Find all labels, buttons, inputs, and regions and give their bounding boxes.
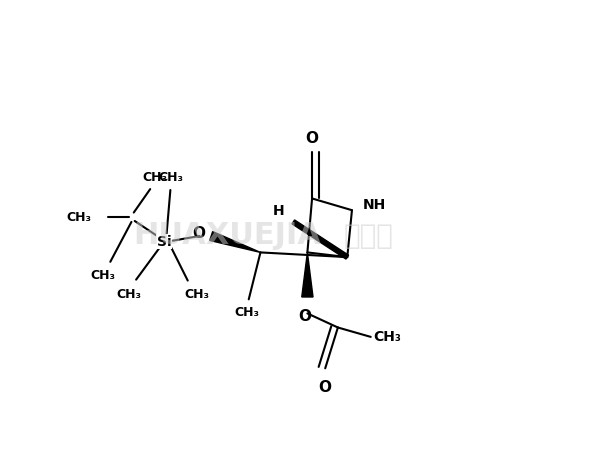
Text: NH: NH xyxy=(362,198,386,211)
Text: CH₃: CH₃ xyxy=(91,269,116,282)
Text: HUAXUEJIA: HUAXUEJIA xyxy=(134,221,322,251)
Polygon shape xyxy=(292,220,349,259)
Text: CH₃: CH₃ xyxy=(142,171,167,185)
Text: H: H xyxy=(273,204,285,218)
Polygon shape xyxy=(302,253,313,297)
Text: O: O xyxy=(193,226,206,241)
Text: O: O xyxy=(319,380,332,395)
Text: Si: Si xyxy=(157,235,172,249)
Polygon shape xyxy=(210,232,260,253)
Text: CH₃: CH₃ xyxy=(117,287,142,301)
Text: CH₃: CH₃ xyxy=(67,211,92,224)
Text: CH₃: CH₃ xyxy=(373,330,401,344)
Text: CH₃: CH₃ xyxy=(234,306,259,320)
Text: CH₃: CH₃ xyxy=(159,171,184,185)
Text: O: O xyxy=(299,309,312,324)
Text: 化学加: 化学加 xyxy=(343,222,393,250)
Text: O: O xyxy=(306,131,319,146)
Text: CH₃: CH₃ xyxy=(185,287,210,301)
